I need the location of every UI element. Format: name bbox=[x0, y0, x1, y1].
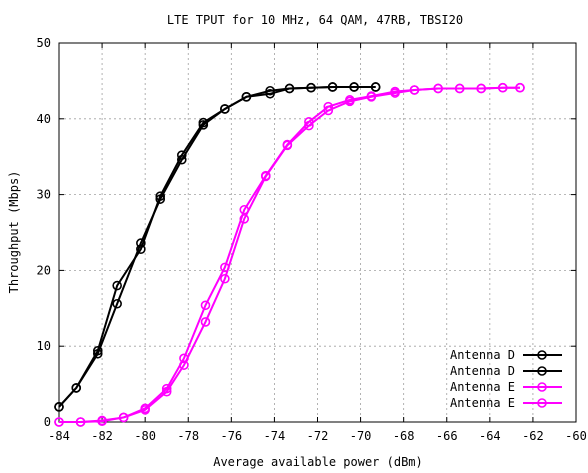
legend-label: Antenna E bbox=[450, 380, 515, 394]
x-axis-label: Average available power (dBm) bbox=[213, 455, 423, 469]
legend-label: Antenna E bbox=[450, 396, 515, 410]
data-point bbox=[97, 415, 107, 426]
data-point bbox=[220, 273, 230, 284]
x-tick-label: -78 bbox=[177, 429, 199, 443]
data-point bbox=[390, 86, 400, 97]
x-tick-label: -72 bbox=[307, 429, 329, 443]
y-tick-label: 10 bbox=[37, 339, 51, 353]
data-point bbox=[323, 101, 334, 112]
x-tick-label: -60 bbox=[565, 429, 587, 443]
data-point bbox=[327, 82, 338, 92]
data-point bbox=[118, 412, 129, 423]
data-point bbox=[75, 417, 86, 427]
legend-label: Antenna D bbox=[450, 348, 515, 362]
data-point bbox=[349, 82, 359, 92]
y-tick-label: 0 bbox=[44, 415, 51, 429]
data-point bbox=[497, 82, 508, 93]
data-point bbox=[71, 383, 82, 393]
data-point bbox=[92, 345, 103, 356]
data-point bbox=[136, 244, 146, 254]
legend-swatch-marker bbox=[537, 382, 547, 392]
series-2 bbox=[54, 82, 381, 412]
data-point bbox=[366, 91, 377, 101]
legend-label: Antenna D bbox=[450, 364, 515, 378]
data-point bbox=[265, 88, 275, 99]
chart-title: LTE TPUT for 10 MHz, 64 QAM, 47RB, TBSI2… bbox=[167, 13, 463, 27]
data-point bbox=[239, 204, 250, 215]
data-point bbox=[409, 85, 420, 95]
x-tick-label: -74 bbox=[264, 429, 286, 443]
x-tick-label: -64 bbox=[479, 429, 501, 443]
data-point bbox=[241, 92, 252, 102]
y-tick-label: 50 bbox=[37, 36, 51, 50]
data-point bbox=[220, 104, 230, 114]
data-point bbox=[179, 353, 189, 364]
data-point bbox=[200, 317, 211, 327]
y-axis-label: Throughput (Mbps) bbox=[7, 171, 21, 294]
x-tick-label: -68 bbox=[393, 429, 415, 443]
legend-swatch-marker bbox=[537, 366, 547, 376]
series-line bbox=[58, 85, 376, 408]
legend-swatch-marker bbox=[537, 350, 547, 360]
data-point bbox=[260, 170, 271, 181]
x-tick-label: -80 bbox=[134, 429, 156, 443]
data-point bbox=[476, 83, 487, 94]
x-tick-label: -82 bbox=[91, 429, 113, 443]
y-tick-label: 40 bbox=[37, 112, 51, 126]
data-point bbox=[140, 403, 150, 414]
data-point bbox=[370, 82, 381, 92]
data-point bbox=[433, 83, 443, 94]
data-point bbox=[200, 300, 211, 311]
series-1 bbox=[54, 82, 381, 412]
data-point bbox=[54, 402, 64, 412]
legend: Antenna D Antenna D Antenna E Antenna E bbox=[450, 348, 562, 410]
data-point bbox=[284, 83, 295, 94]
y-tick-label: 30 bbox=[37, 188, 51, 202]
legend-swatch-marker bbox=[537, 398, 547, 408]
data-point bbox=[282, 139, 293, 150]
x-tick-label: -70 bbox=[350, 429, 372, 443]
data-point bbox=[176, 150, 187, 160]
data-point bbox=[54, 417, 64, 427]
data-point bbox=[220, 262, 230, 273]
data-point bbox=[304, 117, 314, 127]
x-tick-label: -62 bbox=[522, 429, 544, 443]
data-point bbox=[198, 117, 209, 128]
series-line bbox=[58, 85, 376, 408]
data-point bbox=[161, 383, 172, 394]
y-tick-label: 20 bbox=[37, 263, 51, 277]
data-point bbox=[155, 191, 166, 201]
data-point bbox=[515, 82, 525, 93]
data-point bbox=[112, 280, 122, 291]
series-line bbox=[59, 86, 520, 423]
data-point bbox=[454, 83, 465, 94]
data-point bbox=[112, 298, 122, 309]
x-tick-label: -66 bbox=[436, 429, 458, 443]
data-point bbox=[306, 82, 316, 93]
x-tick-label: -76 bbox=[220, 429, 242, 443]
data-point bbox=[345, 95, 355, 105]
series-4 bbox=[54, 82, 525, 427]
x-tick-label: -84 bbox=[48, 429, 70, 443]
